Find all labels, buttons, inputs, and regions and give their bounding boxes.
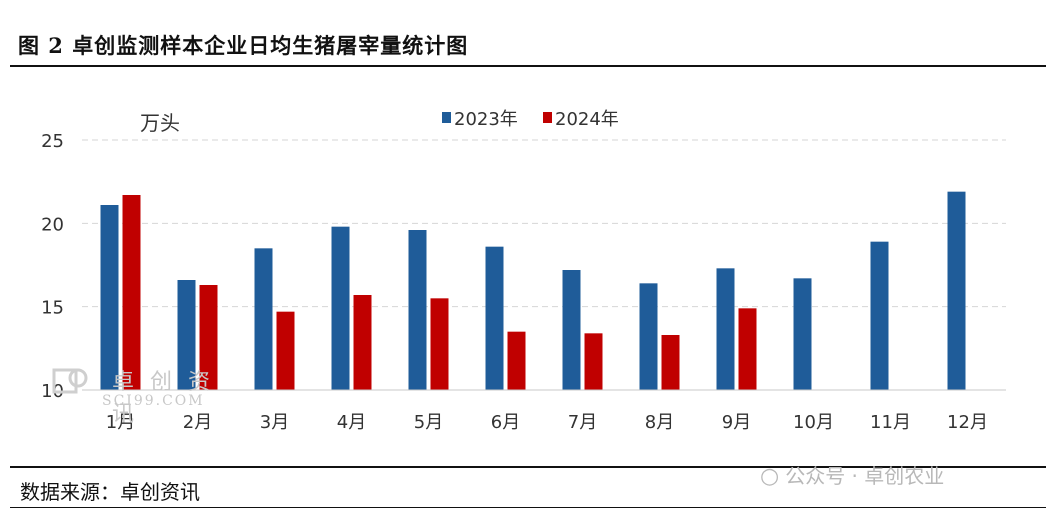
x-tick-label-6月: 6月	[491, 412, 520, 433]
x-tick-label-11月: 11月	[870, 412, 911, 433]
bar-chart: 10 15 20 25 1月 2月 3月 4月 5月 6月 7月 8月 9月 10月 11月 12月 万头 2…	[41, 109, 1006, 433]
bar-2023年-12月	[947, 191, 966, 390]
bar-2023年-2月	[177, 280, 196, 390]
x-tick-label-12月: 12月	[947, 412, 988, 433]
y-tick-label-10: 10	[41, 381, 64, 402]
bar-2024年-8月	[661, 335, 680, 390]
legend: 2023年 2024年	[442, 109, 619, 130]
figure-title: 图 2 卓创监测样本企业日均生猪屠宰量统计图	[18, 33, 469, 58]
title-rule	[10, 65, 1046, 67]
bottom-rule	[10, 507, 1046, 508]
bar-2023年-6月	[485, 246, 504, 390]
x-tick-label-5月: 5月	[414, 412, 443, 433]
bar-2023年-7月	[562, 270, 581, 390]
bar-2023年-9月	[716, 268, 735, 390]
bar-2023年-10月	[793, 278, 812, 390]
legend-label-2024: 2024年	[555, 109, 619, 130]
axes: 10 15 20 25 1月 2月 3月 4月 5月 6月 7月 8月 9月 10月 11月 12月	[41, 131, 1006, 433]
bar-2023年-8月	[639, 283, 658, 390]
x-tick-label-3月: 3月	[260, 412, 289, 433]
y-tick-label-20: 20	[41, 214, 64, 235]
gridlines	[82, 139, 1006, 308]
bar-2024年-9月	[738, 308, 757, 390]
x-tick-label-10月: 10月	[793, 412, 834, 433]
y-axis-unit-label: 万头	[140, 111, 180, 135]
y-tick-label-25: 25	[41, 131, 64, 152]
bar-2024年-6月	[507, 331, 526, 390]
x-tick-label-9月: 9月	[722, 412, 751, 433]
legend-swatch-2023	[442, 112, 451, 123]
wechat-watermark: ○ 公众号 · 卓创农业	[760, 460, 944, 489]
bar-2024年-5月	[430, 298, 449, 390]
bar-2024年-4月	[353, 295, 372, 390]
source-rule	[10, 466, 1046, 468]
x-tick-label-4月: 4月	[337, 412, 366, 433]
wechat-watermark-text: 公众号 · 卓创农业	[785, 464, 945, 488]
bars	[100, 191, 966, 390]
bar-2023年-5月	[408, 230, 427, 390]
bar-2023年-1月	[100, 205, 119, 390]
bar-2024年-1月	[122, 195, 141, 390]
x-tick-label-8月: 8月	[645, 412, 674, 433]
x-tick-label-7月: 7月	[568, 412, 597, 433]
legend-swatch-2024	[543, 112, 552, 123]
bar-2024年-3月	[276, 311, 295, 390]
bar-2023年-3月	[254, 248, 273, 390]
bar-2023年-11月	[870, 241, 889, 390]
x-tick-label-1月: 1月	[106, 412, 135, 433]
bar-2024年-7月	[584, 333, 603, 390]
x-tick-label-2月: 2月	[183, 412, 212, 433]
wechat-icon: ○	[760, 464, 780, 489]
bar-2023年-4月	[331, 226, 350, 390]
bar-2024年-2月	[199, 285, 218, 390]
legend-label-2023: 2023年	[454, 109, 518, 130]
y-tick-label-15: 15	[41, 298, 64, 319]
source-note: 数据来源：卓创资讯	[20, 480, 200, 504]
